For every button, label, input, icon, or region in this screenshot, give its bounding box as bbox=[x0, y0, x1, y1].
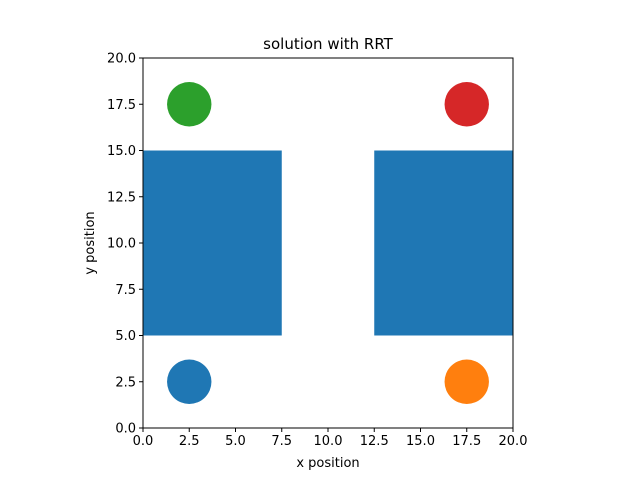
y-tick-label: 17.5 bbox=[107, 98, 136, 113]
y-tick-label: 12.5 bbox=[107, 190, 136, 205]
x-tick-label: 0.0 bbox=[133, 434, 154, 449]
x-tick-label: 17.5 bbox=[452, 434, 481, 449]
obstacle-1 bbox=[143, 150, 282, 336]
y-tick-label: 5.0 bbox=[115, 329, 136, 344]
y-tick-label: 7.5 bbox=[115, 283, 136, 298]
point-1 bbox=[167, 359, 212, 404]
plot-area bbox=[143, 82, 513, 404]
y-axis: 0.0 2.5 5.0 7.5 10.0 12.5 15.0 17.5 20.0 bbox=[107, 52, 143, 437]
x-axis-label: x position bbox=[296, 456, 359, 471]
x-tick-label: 10.0 bbox=[314, 434, 343, 449]
point-3 bbox=[167, 82, 212, 127]
x-axis: 0.0 2.5 5.0 7.5 10.0 12.5 15.0 17.5 20.0 bbox=[133, 428, 528, 449]
y-tick-label: 20.0 bbox=[107, 52, 136, 67]
x-tick-label: 5.0 bbox=[225, 434, 246, 449]
chart-title: solution with RRT bbox=[263, 35, 394, 53]
y-tick-label: 10.0 bbox=[107, 237, 136, 252]
x-tick-label: 15.0 bbox=[406, 434, 435, 449]
x-tick-label: 12.5 bbox=[360, 434, 389, 449]
obstacle-2 bbox=[374, 150, 513, 336]
y-axis-label: y position bbox=[83, 211, 98, 274]
y-tick-label: 2.5 bbox=[115, 375, 136, 390]
x-tick-label: 2.5 bbox=[179, 434, 200, 449]
point-4 bbox=[444, 82, 489, 127]
y-tick-label: 15.0 bbox=[107, 144, 136, 159]
point-2 bbox=[444, 359, 489, 404]
x-tick-label: 7.5 bbox=[271, 434, 292, 449]
x-tick-label: 20.0 bbox=[499, 434, 528, 449]
y-tick-label: 0.0 bbox=[115, 422, 136, 437]
